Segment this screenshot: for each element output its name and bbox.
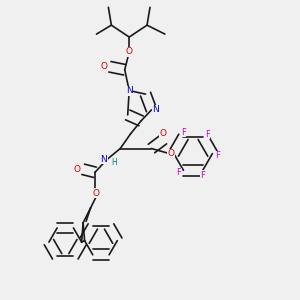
Text: O: O [126, 47, 133, 56]
Text: O: O [74, 165, 81, 174]
Text: H: H [112, 158, 117, 167]
Text: F: F [205, 130, 210, 139]
Text: F: F [215, 152, 220, 160]
Text: F: F [200, 171, 205, 180]
Text: F: F [181, 128, 186, 136]
Text: O: O [167, 149, 174, 158]
Text: N: N [153, 105, 159, 114]
Text: N: N [126, 86, 133, 95]
Text: O: O [93, 189, 100, 198]
Text: O: O [160, 129, 167, 138]
Text: F: F [176, 168, 181, 177]
Text: O: O [100, 62, 107, 71]
Text: N: N [100, 155, 107, 164]
